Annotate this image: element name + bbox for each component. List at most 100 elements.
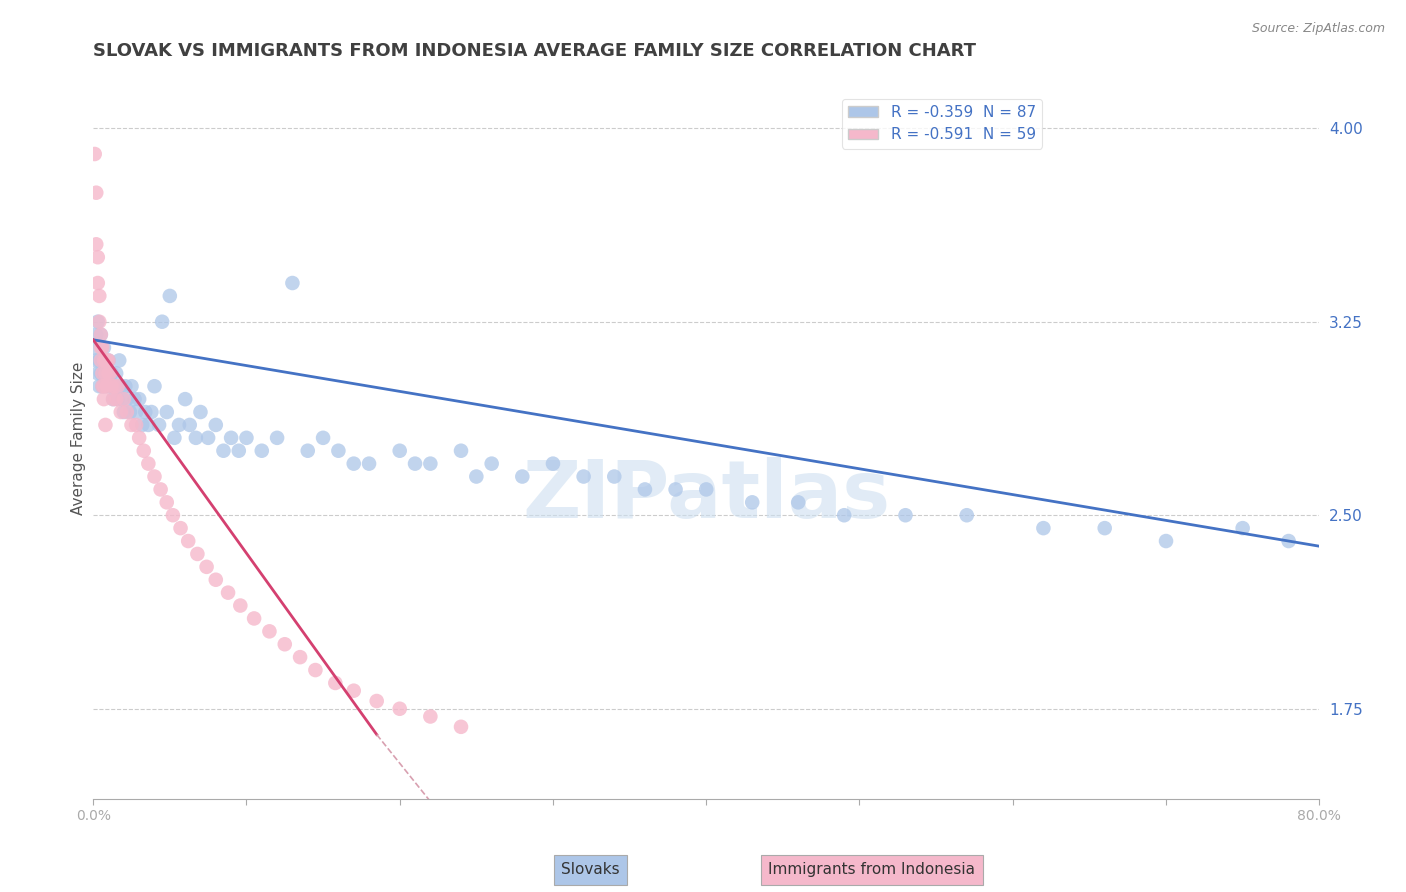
Point (297, 443, 319, 458)
Point (110, 379, 132, 393)
Point (131, 417, 153, 432)
Point (229, 599, 252, 613)
Point (96, 353, 118, 368)
Point (90, 353, 112, 368)
Point (90, 341, 112, 355)
Point (83, 341, 105, 355)
Point (695, 483, 717, 497)
Point (956, 508, 979, 523)
Point (419, 709, 441, 723)
Point (150, 315, 173, 329)
Point (105, 392, 128, 406)
Point (93, 353, 115, 368)
Point (111, 392, 134, 406)
Point (357, 457, 380, 471)
Point (235, 431, 257, 445)
Point (366, 694, 388, 708)
Point (190, 405, 212, 419)
Point (114, 379, 136, 393)
Point (787, 495, 810, 509)
Point (93, 367, 115, 381)
Point (84, 237, 107, 252)
Point (115, 392, 138, 406)
Point (186, 547, 208, 561)
Point (115, 405, 138, 419)
Point (266, 431, 288, 445)
Point (112, 392, 135, 406)
Point (195, 559, 218, 574)
Point (156, 495, 179, 509)
Point (162, 508, 184, 523)
Point (388, 443, 411, 458)
Point (90, 327, 112, 342)
Point (84, 327, 107, 342)
Point (89, 289, 111, 303)
Point (91, 379, 114, 393)
Point (121, 417, 143, 432)
Point (1154, 534, 1177, 549)
Point (121, 379, 143, 393)
Point (634, 483, 657, 497)
Point (128, 392, 150, 406)
Point (541, 457, 564, 471)
Point (603, 469, 626, 483)
Point (89, 353, 111, 368)
Point (87, 250, 110, 264)
Point (174, 392, 197, 406)
Point (148, 417, 170, 432)
Point (894, 508, 917, 523)
Point (141, 405, 163, 419)
Point (132, 443, 155, 458)
Point (97, 353, 120, 368)
Point (163, 431, 186, 445)
Point (105, 367, 128, 381)
Point (510, 469, 533, 483)
Point (94, 379, 117, 393)
Point (91, 353, 114, 368)
Point (87, 276, 110, 290)
Point (83, 147, 105, 161)
Y-axis label: Average Family Size: Average Family Size (72, 361, 86, 515)
Point (94, 367, 117, 381)
Point (328, 443, 350, 458)
Point (93, 341, 115, 355)
Point (110, 405, 132, 419)
Point (124, 392, 146, 406)
Point (93, 379, 115, 393)
Point (107, 379, 129, 393)
Point (98, 367, 121, 381)
Point (179, 417, 201, 432)
Point (143, 379, 166, 393)
Point (104, 379, 127, 393)
Point (107, 392, 129, 406)
Point (312, 431, 335, 445)
Point (97, 367, 120, 381)
Point (217, 585, 239, 599)
Point (96, 379, 118, 393)
Point (1278, 534, 1301, 549)
Point (100, 367, 122, 381)
Point (125, 405, 148, 419)
Point (450, 443, 472, 458)
Point (98, 379, 121, 393)
Point (304, 663, 326, 677)
Point (101, 392, 124, 406)
Point (87, 315, 110, 329)
Text: ZIPatlas: ZIPatlas (522, 457, 890, 534)
Point (91, 341, 114, 355)
Text: Slovaks: Slovaks (561, 863, 620, 877)
Point (288, 650, 311, 665)
Point (664, 483, 686, 497)
Point (84, 353, 107, 368)
Point (343, 683, 366, 698)
Point (259, 624, 281, 639)
Point (404, 457, 426, 471)
Point (450, 720, 472, 734)
Point (149, 483, 172, 497)
Point (343, 457, 366, 471)
Point (143, 469, 166, 483)
Point (108, 353, 131, 368)
Point (741, 495, 763, 509)
Point (128, 431, 150, 445)
Point (481, 457, 503, 471)
